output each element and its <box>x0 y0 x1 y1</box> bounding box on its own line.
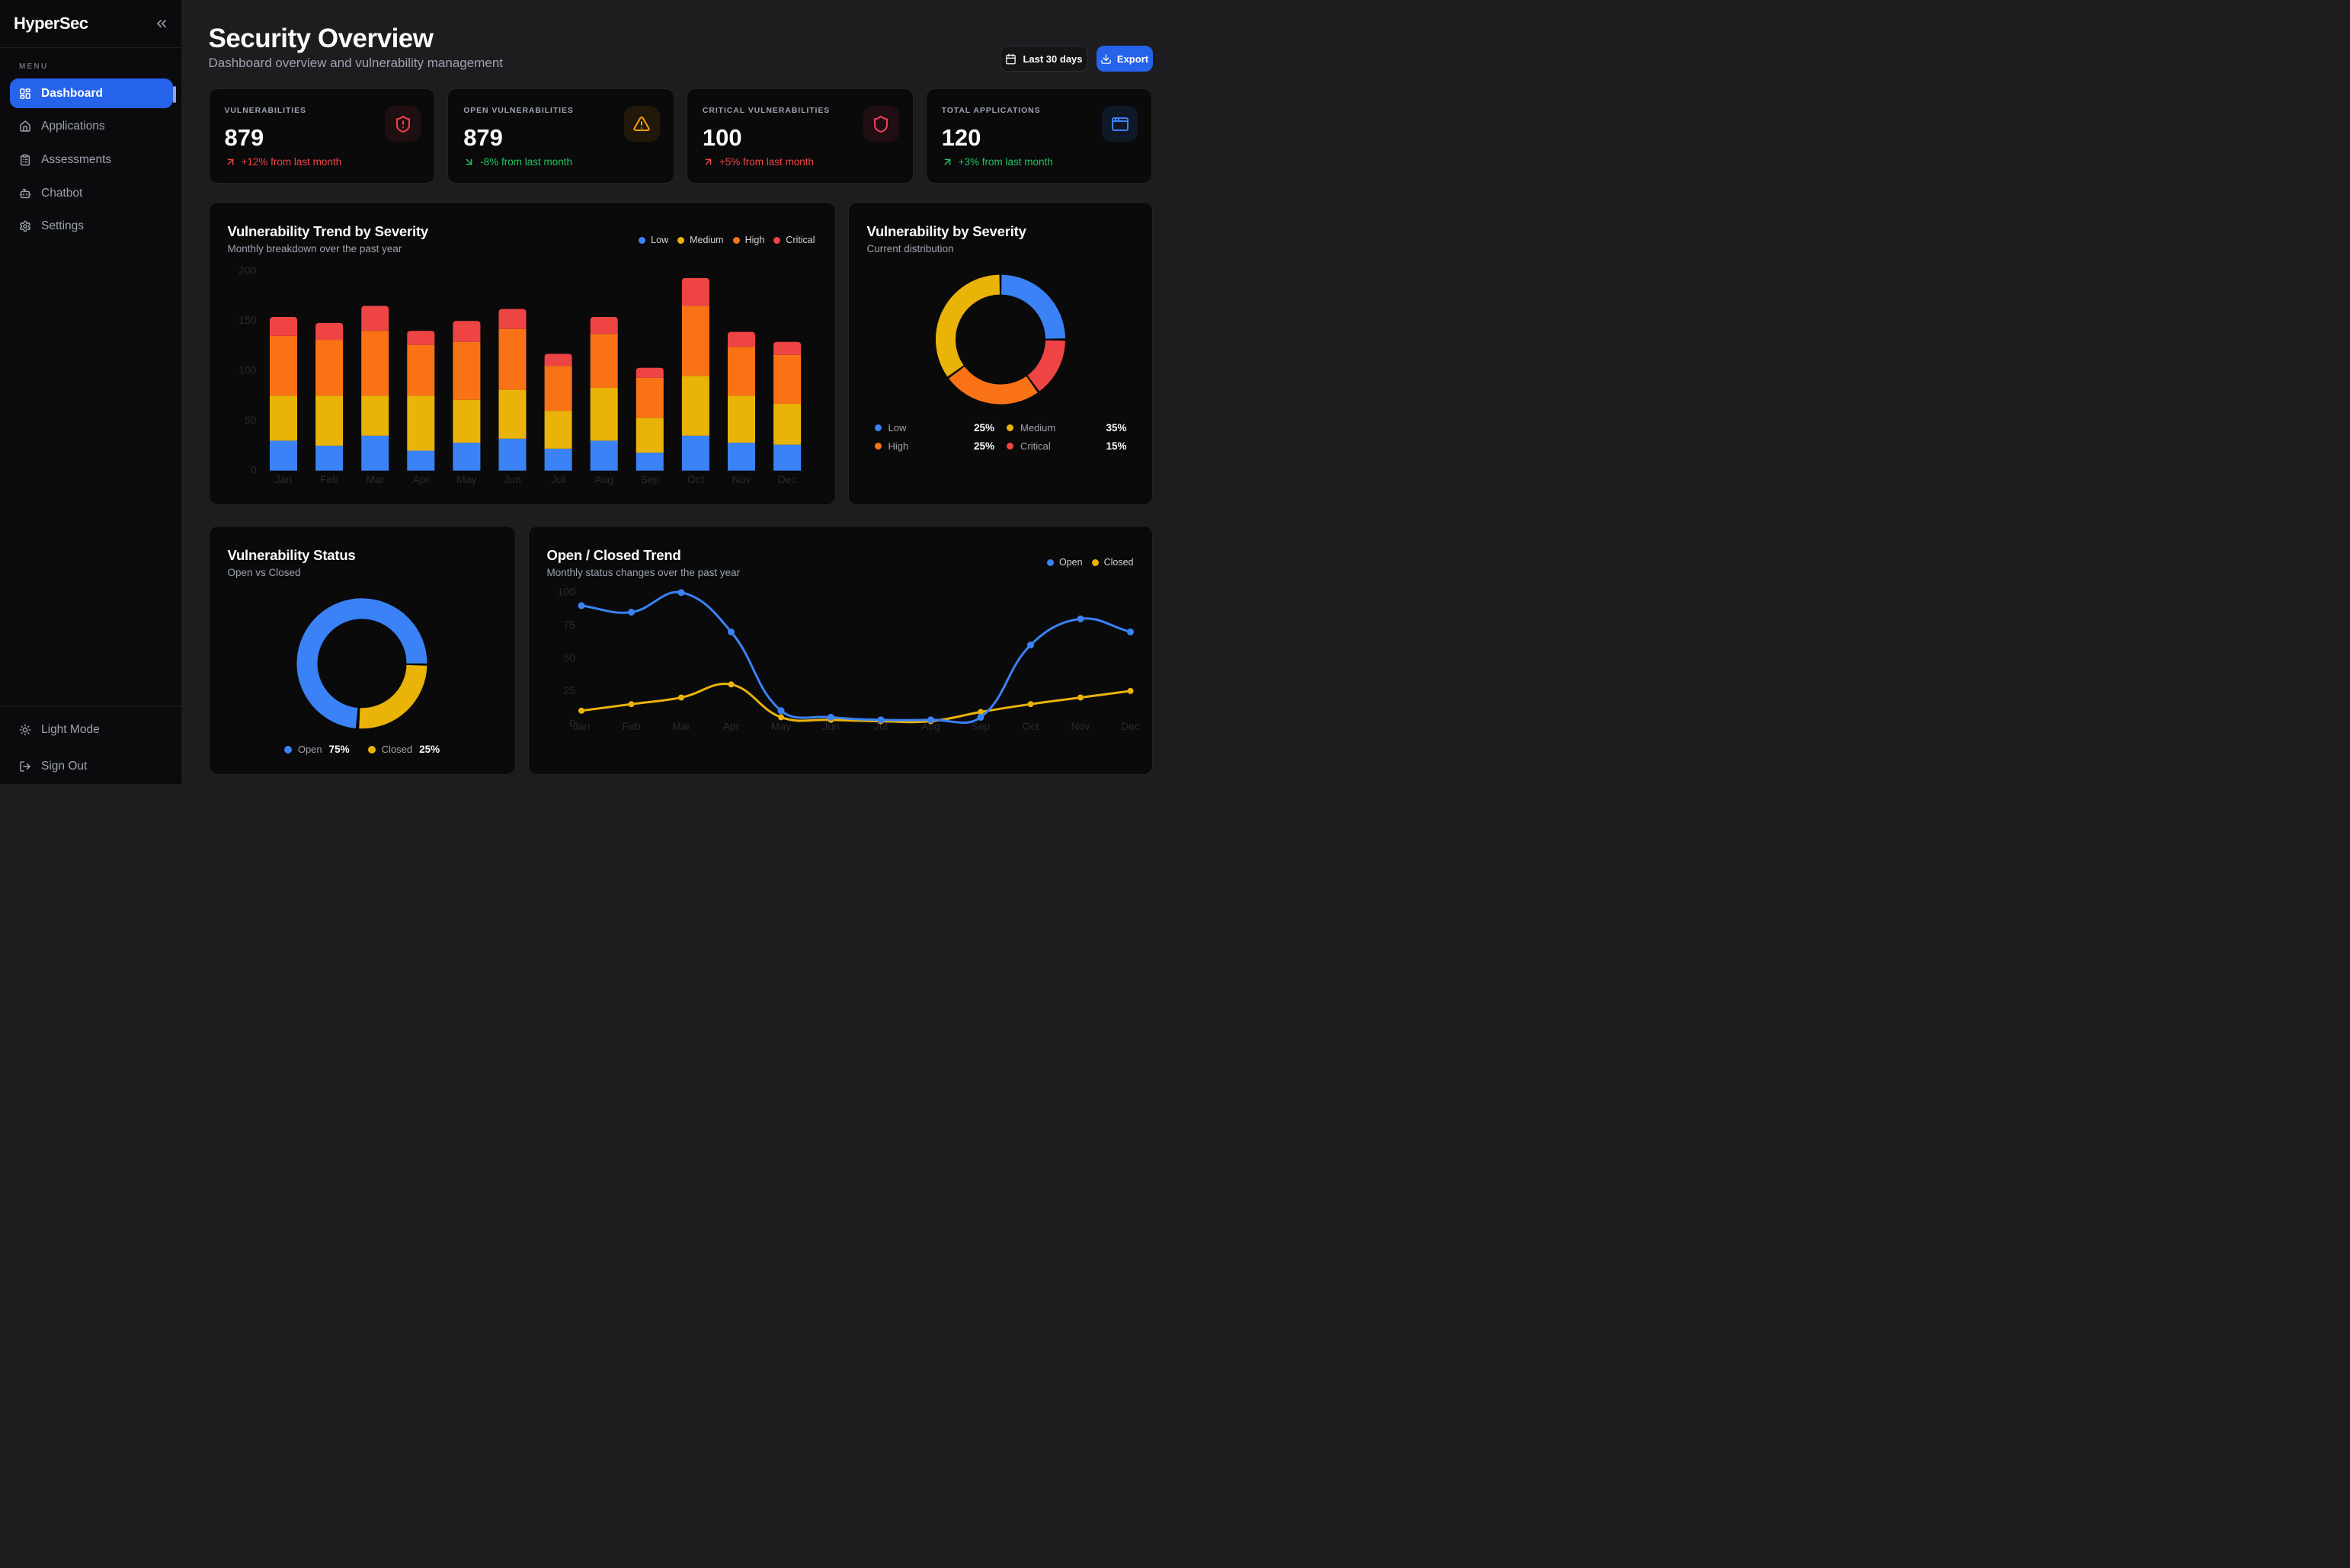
svg-text:Mar: Mar <box>366 473 384 485</box>
svg-text:50: 50 <box>244 414 256 426</box>
svg-text:Jul: Jul <box>874 720 888 732</box>
svg-text:Jun: Jun <box>822 720 840 732</box>
svg-text:100: 100 <box>239 364 257 376</box>
svg-text:150: 150 <box>239 314 257 326</box>
svg-text:0: 0 <box>250 464 256 476</box>
svg-text:25: 25 <box>563 684 575 696</box>
svg-text:Jul: Jul <box>551 473 565 485</box>
svg-text:Dec: Dec <box>777 473 796 485</box>
svg-text:Sep: Sep <box>971 720 990 732</box>
svg-text:200: 200 <box>239 264 257 277</box>
svg-text:Nov: Nov <box>1071 720 1090 732</box>
svg-text:Oct: Oct <box>1022 720 1039 732</box>
svg-text:0: 0 <box>569 717 575 729</box>
svg-text:Apr: Apr <box>722 720 739 732</box>
svg-text:Aug: Aug <box>921 720 940 732</box>
svg-text:May: May <box>770 720 790 732</box>
svg-text:100: 100 <box>557 586 575 598</box>
svg-text:Nov: Nov <box>732 473 751 485</box>
svg-text:Aug: Aug <box>594 473 613 485</box>
svg-text:Jan: Jan <box>274 473 292 485</box>
svg-text:Oct: Oct <box>687 473 704 485</box>
svg-text:75: 75 <box>563 619 575 631</box>
svg-text:Jun: Jun <box>504 473 521 485</box>
svg-text:Dec: Dec <box>1121 720 1140 732</box>
svg-text:50: 50 <box>563 651 575 664</box>
svg-text:Mar: Mar <box>671 720 690 732</box>
svg-text:May: May <box>456 473 476 485</box>
svg-text:Jan: Jan <box>572 720 590 732</box>
svg-text:Sep: Sep <box>640 473 659 485</box>
svg-text:Feb: Feb <box>622 720 640 732</box>
svg-text:Apr: Apr <box>412 473 429 485</box>
svg-text:Feb: Feb <box>320 473 338 485</box>
